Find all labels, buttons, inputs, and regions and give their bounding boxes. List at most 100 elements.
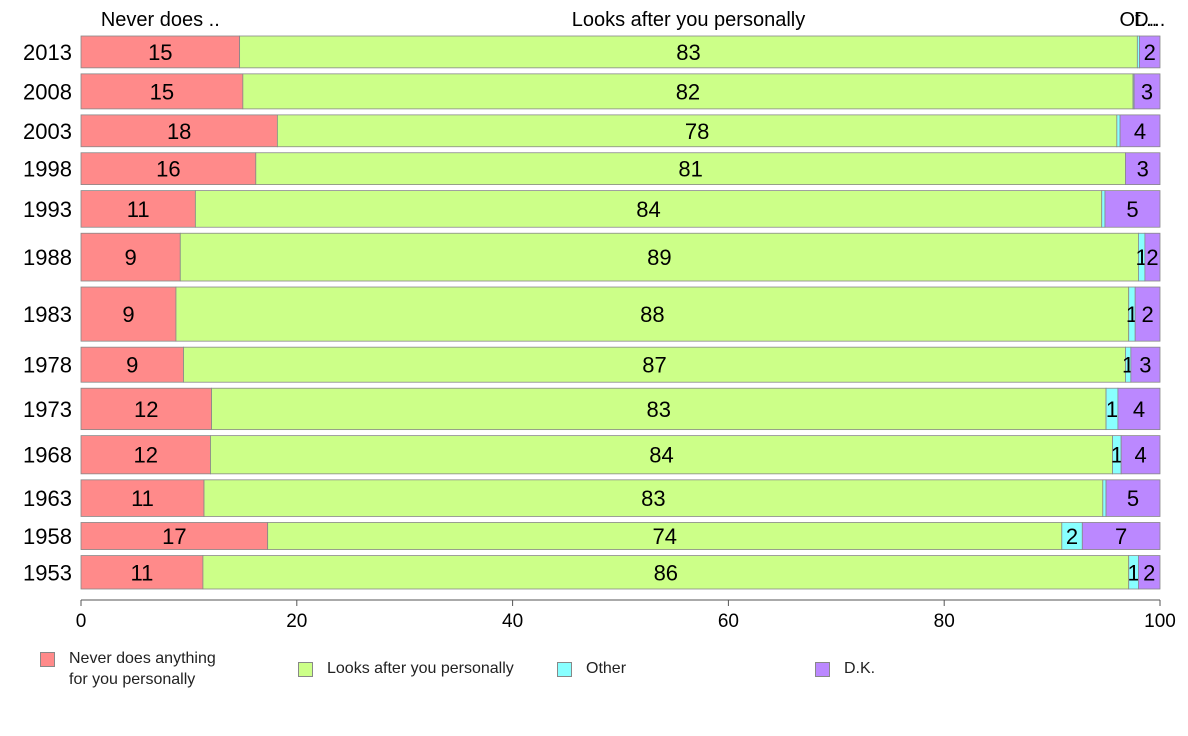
bar-1973-d-k (1117, 387, 1161, 431)
data-label-1978-never-does-anything-for-you-personally: 9 (126, 353, 138, 378)
legend-swatch-never (40, 652, 55, 667)
y-tick-label-1953: 1953 (23, 560, 72, 585)
data-label-1978-d-k: 3 (1139, 353, 1151, 378)
legend-swatch-other (557, 662, 572, 677)
x-tick-label-80: 80 (934, 611, 955, 632)
bar-1983-looks-after-you-personally (175, 286, 1130, 342)
top-label-looks-after-you-personally: Looks after you personally (572, 9, 805, 31)
data-label-2008-never-does-anything-for-you-personally: 15 (150, 79, 174, 104)
data-label-1958-never-does-anything-for-you-personally: 17 (162, 524, 186, 549)
bar-2003-d-k (1119, 114, 1161, 148)
top-label-other: Ot... (1120, 9, 1158, 31)
bar-1963-looks-after-you-personally (203, 479, 1104, 517)
y-tick-label-1978: 1978 (23, 353, 72, 378)
legend-swatch-dk (815, 662, 830, 677)
y-tick-label-1958: 1958 (23, 524, 72, 549)
bar-1968-looks-after-you-personally (210, 435, 1113, 475)
bar-2013-never-does-anything-for-you-personally (80, 35, 241, 69)
bar-1973-looks-after-you-personally (211, 387, 1107, 431)
data-label-1968-other: 1 (1111, 443, 1123, 468)
bar-2008-looks-after-you-personally (242, 73, 1134, 110)
bar-1983-d-k (1134, 286, 1161, 342)
data-label-2008-looks-after-you-personally: 82 (676, 79, 700, 104)
data-label-2003-never-does-anything-for-you-personally: 18 (167, 119, 191, 144)
y-tick-label-1983: 1983 (23, 302, 72, 327)
y-axis-labels: 2013 2008 2003 1998 1993 1988 1983 1978 1973 1968… (23, 40, 72, 585)
bar-2013-looks-after-you-personally (239, 35, 1138, 69)
x-axis: 0 20 40 60 80 100 (76, 599, 1176, 632)
data-label-1983-never-does-anything-for-you-personally: 9 (122, 302, 134, 327)
bar-2003-looks-after-you-personally (276, 114, 1118, 148)
bar-1993-never-does-anything-for-you-personally (80, 190, 196, 228)
top-label-d-k: D... (1134, 9, 1165, 31)
data-label-1953-never-does-anything-for-you-personally: 11 (131, 560, 154, 585)
bar-2013-d-k (1139, 35, 1161, 69)
y-tick-label-2008: 2008 (23, 79, 72, 104)
bar-1958-never-does-anything-for-you-personally (80, 522, 269, 550)
legend-label-other: Other (586, 660, 627, 677)
bar-2003-other (1116, 114, 1121, 148)
legend-swatch-looks-after (298, 662, 313, 677)
bar-2003-never-does-anything-for-you-personally (80, 114, 278, 148)
bar-1978-looks-after-you-personally (183, 346, 1126, 383)
bar-1998-looks-after-you-personally (255, 152, 1126, 186)
legend-item-looks-after: Looks after you personally (298, 658, 514, 679)
x-tick-label-0: 0 (76, 611, 87, 632)
data-label-1998-looks-after-you-personally: 81 (678, 157, 702, 182)
bar-1973-never-does-anything-for-you-personally (80, 387, 212, 431)
data-label-1958-looks-after-you-personally: 74 (652, 524, 676, 549)
data-label-1993-looks-after-you-personally: 84 (636, 197, 660, 222)
data-label-1973-looks-after-you-personally: 83 (647, 397, 671, 422)
bar-1968-d-k (1120, 435, 1161, 475)
bar-1963-never-does-anything-for-you-personally (80, 479, 205, 517)
bar-1993-other (1101, 190, 1106, 228)
legend-label-looks-after: Looks after you personally (327, 660, 514, 677)
legend-item-dk: D.K. (815, 658, 875, 679)
data-label-1968-looks-after-you-personally: 84 (649, 443, 673, 468)
data-label-1963-looks-after-you-personally: 83 (641, 486, 665, 511)
bar-1998-never-does-anything-for-you-personally (80, 152, 257, 186)
data-label-1973-other: 1 (1106, 397, 1118, 422)
data-label-1953-other: 1 (1127, 560, 1139, 585)
legend-label-dk: D.K. (844, 660, 876, 677)
data-label-1998-d-k: 3 (1137, 157, 1149, 182)
data-label-1968-never-does-anything-for-you-personally: 12 (133, 443, 157, 468)
legend: Never does anything for you personally L… (0, 648, 1188, 698)
data-label-2003-looks-after-you-personally: 78 (685, 119, 709, 144)
data-label-1993-d-k: 5 (1126, 197, 1138, 222)
y-tick-label-2013: 2013 (23, 40, 72, 65)
data-label-1973-never-does-anything-for-you-personally: 12 (134, 397, 158, 422)
legend-label-never: Never does anything for you personally (69, 648, 216, 690)
y-tick-label-1993: 1993 (23, 197, 72, 222)
y-tick-label-1963: 1963 (23, 486, 72, 511)
top-label-never-does-anything-for-you-personally: Never does .. (101, 9, 220, 31)
legend-label-never-line2: for you personally (69, 671, 196, 688)
data-label-1963-d-k: 5 (1127, 486, 1139, 511)
data-label-1988-d-k: 2 (1146, 245, 1158, 270)
data-label-2003-d-k: 4 (1134, 119, 1146, 144)
stacked-bar-chart: 15 83 215 82 318 78 416 81 311 84 59 89 129 88 1 29 87 1 3… (23, 9, 1176, 632)
data-label-1978-looks-after-you-personally: 87 (642, 353, 666, 378)
data-label-1958-other: 2 (1066, 524, 1078, 549)
bar-1978-never-does-anything-for-you-personally (80, 346, 184, 383)
top-labels-layer: Never does .. Looks after you personally O… (101, 9, 1165, 31)
x-tick-label-100: 100 (1144, 611, 1176, 632)
bar-2008-never-does-anything-for-you-personally (80, 73, 244, 110)
y-tick-label-1988: 1988 (23, 245, 72, 270)
data-label-2013-looks-after-you-personally: 83 (676, 40, 700, 65)
data-label-1988-never-does-anything-for-you-personally: 9 (125, 245, 137, 270)
bar-1963-other (1102, 479, 1107, 517)
bar-1988-looks-after-you-personally (179, 232, 1139, 282)
x-tick-label-60: 60 (718, 611, 739, 632)
data-label-1963-never-does-anything-for-you-personally: 11 (131, 486, 154, 511)
data-label-2013-d-k: 2 (1144, 40, 1156, 65)
data-label-1988-looks-after-you-personally: 89 (647, 245, 671, 270)
data-label-1998-never-does-anything-for-you-personally: 16 (156, 157, 180, 182)
bar-1968-never-does-anything-for-you-personally (80, 435, 211, 475)
bar-1993-d-k (1104, 190, 1161, 228)
x-tick-label-20: 20 (286, 611, 307, 632)
y-tick-label-1968: 1968 (23, 443, 72, 468)
bar-1953-never-does-anything-for-you-personally (80, 555, 204, 590)
data-label-1958-d-k: 7 (1115, 524, 1127, 549)
data-label-2008-d-k: 3 (1141, 79, 1153, 104)
